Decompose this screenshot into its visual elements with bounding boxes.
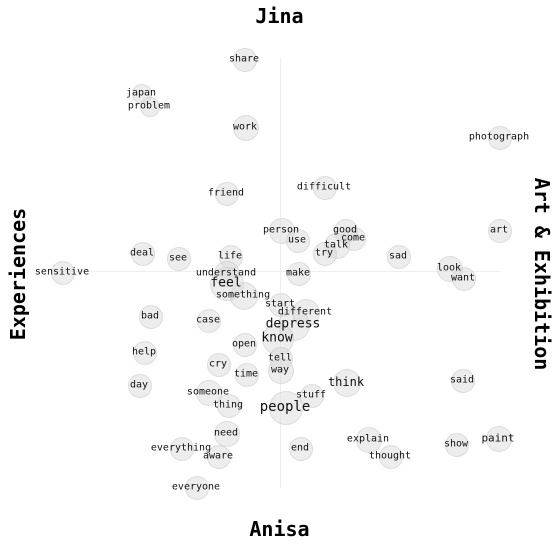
word-label: work xyxy=(232,121,258,133)
word-label: japan xyxy=(125,87,157,99)
word-label: something xyxy=(215,289,271,301)
word-label: person xyxy=(262,224,300,236)
word-label: stuff xyxy=(295,389,327,401)
word-bubble xyxy=(235,363,259,387)
word-label: tell xyxy=(267,352,293,364)
word-label: time xyxy=(233,368,259,380)
word-label: day xyxy=(129,379,149,391)
word-bubble xyxy=(379,445,403,469)
word-bubble xyxy=(333,369,361,397)
word-bubble xyxy=(140,97,160,117)
word-label: depress xyxy=(265,316,321,332)
word-bubble xyxy=(356,427,382,453)
word-bubble xyxy=(197,309,221,333)
word-label: photograph xyxy=(468,131,530,143)
word-label: help xyxy=(131,346,157,358)
word-label: aware xyxy=(202,450,234,462)
word-label: think xyxy=(327,375,365,389)
word-bubble xyxy=(214,421,240,447)
word-label: case xyxy=(195,314,221,326)
word-label: different xyxy=(277,306,333,318)
word-label: talk xyxy=(323,239,349,251)
word-label: deal xyxy=(129,247,155,259)
word-label: show xyxy=(443,438,469,450)
word-bubble xyxy=(452,267,476,291)
word-bubble xyxy=(488,126,512,150)
word-bubble xyxy=(207,353,231,377)
word-bubble xyxy=(387,245,411,269)
word-bubble xyxy=(451,369,475,393)
word-bubble xyxy=(139,305,163,329)
word-label: thing xyxy=(212,399,244,411)
word-bubble xyxy=(230,282,258,310)
pole-label-top: Jina xyxy=(255,4,304,28)
word-bubble xyxy=(233,333,257,357)
word-label: share xyxy=(228,53,260,65)
word-label: way xyxy=(270,364,290,376)
word-label: come xyxy=(340,232,366,244)
word-bubble xyxy=(268,358,294,384)
word-label: problem xyxy=(127,100,171,112)
word-label: need xyxy=(213,427,239,439)
word-bubble xyxy=(313,176,337,200)
word-label: open xyxy=(231,338,257,350)
vertical-axis-line xyxy=(280,58,281,488)
word-label: sad xyxy=(388,250,408,262)
word-label: know xyxy=(261,330,293,346)
word-label: use xyxy=(287,234,307,246)
word-bubble xyxy=(488,219,512,243)
word-label: start xyxy=(264,298,296,310)
word-label: friend xyxy=(207,187,245,199)
word-label: everyone xyxy=(171,481,221,493)
word-bubble xyxy=(486,426,512,452)
word-bubble xyxy=(51,261,75,285)
word-bubble xyxy=(207,445,231,469)
word-label: feel xyxy=(210,275,242,291)
word-label: look xyxy=(436,262,462,274)
word-label: understand xyxy=(195,267,257,279)
pole-label-right: Art & Exhibition xyxy=(530,177,554,371)
word-label: life xyxy=(217,250,243,262)
word-bubble xyxy=(286,229,310,253)
word-bubble xyxy=(170,437,194,461)
word-bubble xyxy=(445,433,469,457)
word-label: difficult xyxy=(296,181,352,193)
word-label: try xyxy=(314,247,334,259)
word-bubble xyxy=(185,476,209,500)
word-bubble xyxy=(167,247,191,271)
word-label: said xyxy=(449,374,475,386)
word-label: someone xyxy=(186,386,230,398)
word-label: good xyxy=(332,224,358,236)
word-label: paint xyxy=(481,431,515,445)
word-bubble xyxy=(289,437,313,461)
word-bubble xyxy=(269,391,303,425)
word-bubble xyxy=(128,374,152,398)
word-bubble xyxy=(233,115,259,141)
word-bubble xyxy=(217,394,241,418)
pole-label-left: Experiences xyxy=(6,207,30,341)
word-label: explain xyxy=(346,433,390,445)
word-bubble xyxy=(233,48,257,72)
word-label: make xyxy=(285,267,311,279)
word-label: everything xyxy=(150,442,212,454)
word-label: art xyxy=(489,224,509,236)
word-label: thought xyxy=(368,450,412,462)
word-label: end xyxy=(290,442,310,454)
word-bubble xyxy=(287,262,311,286)
word-label: bad xyxy=(140,310,160,322)
word-label: cry xyxy=(208,358,228,370)
word-bubble xyxy=(131,242,155,266)
word-bubble xyxy=(133,341,157,365)
word-bubble xyxy=(215,182,239,206)
word-label: people xyxy=(259,399,311,415)
word-label: want xyxy=(450,272,476,284)
pole-label-bottom: Anisa xyxy=(249,517,310,541)
horizontal-axis-line xyxy=(55,271,500,272)
word-label: sensitive xyxy=(34,266,90,278)
word-bubble xyxy=(300,384,324,408)
word-bubble xyxy=(313,242,337,266)
word-label: see xyxy=(168,252,188,264)
